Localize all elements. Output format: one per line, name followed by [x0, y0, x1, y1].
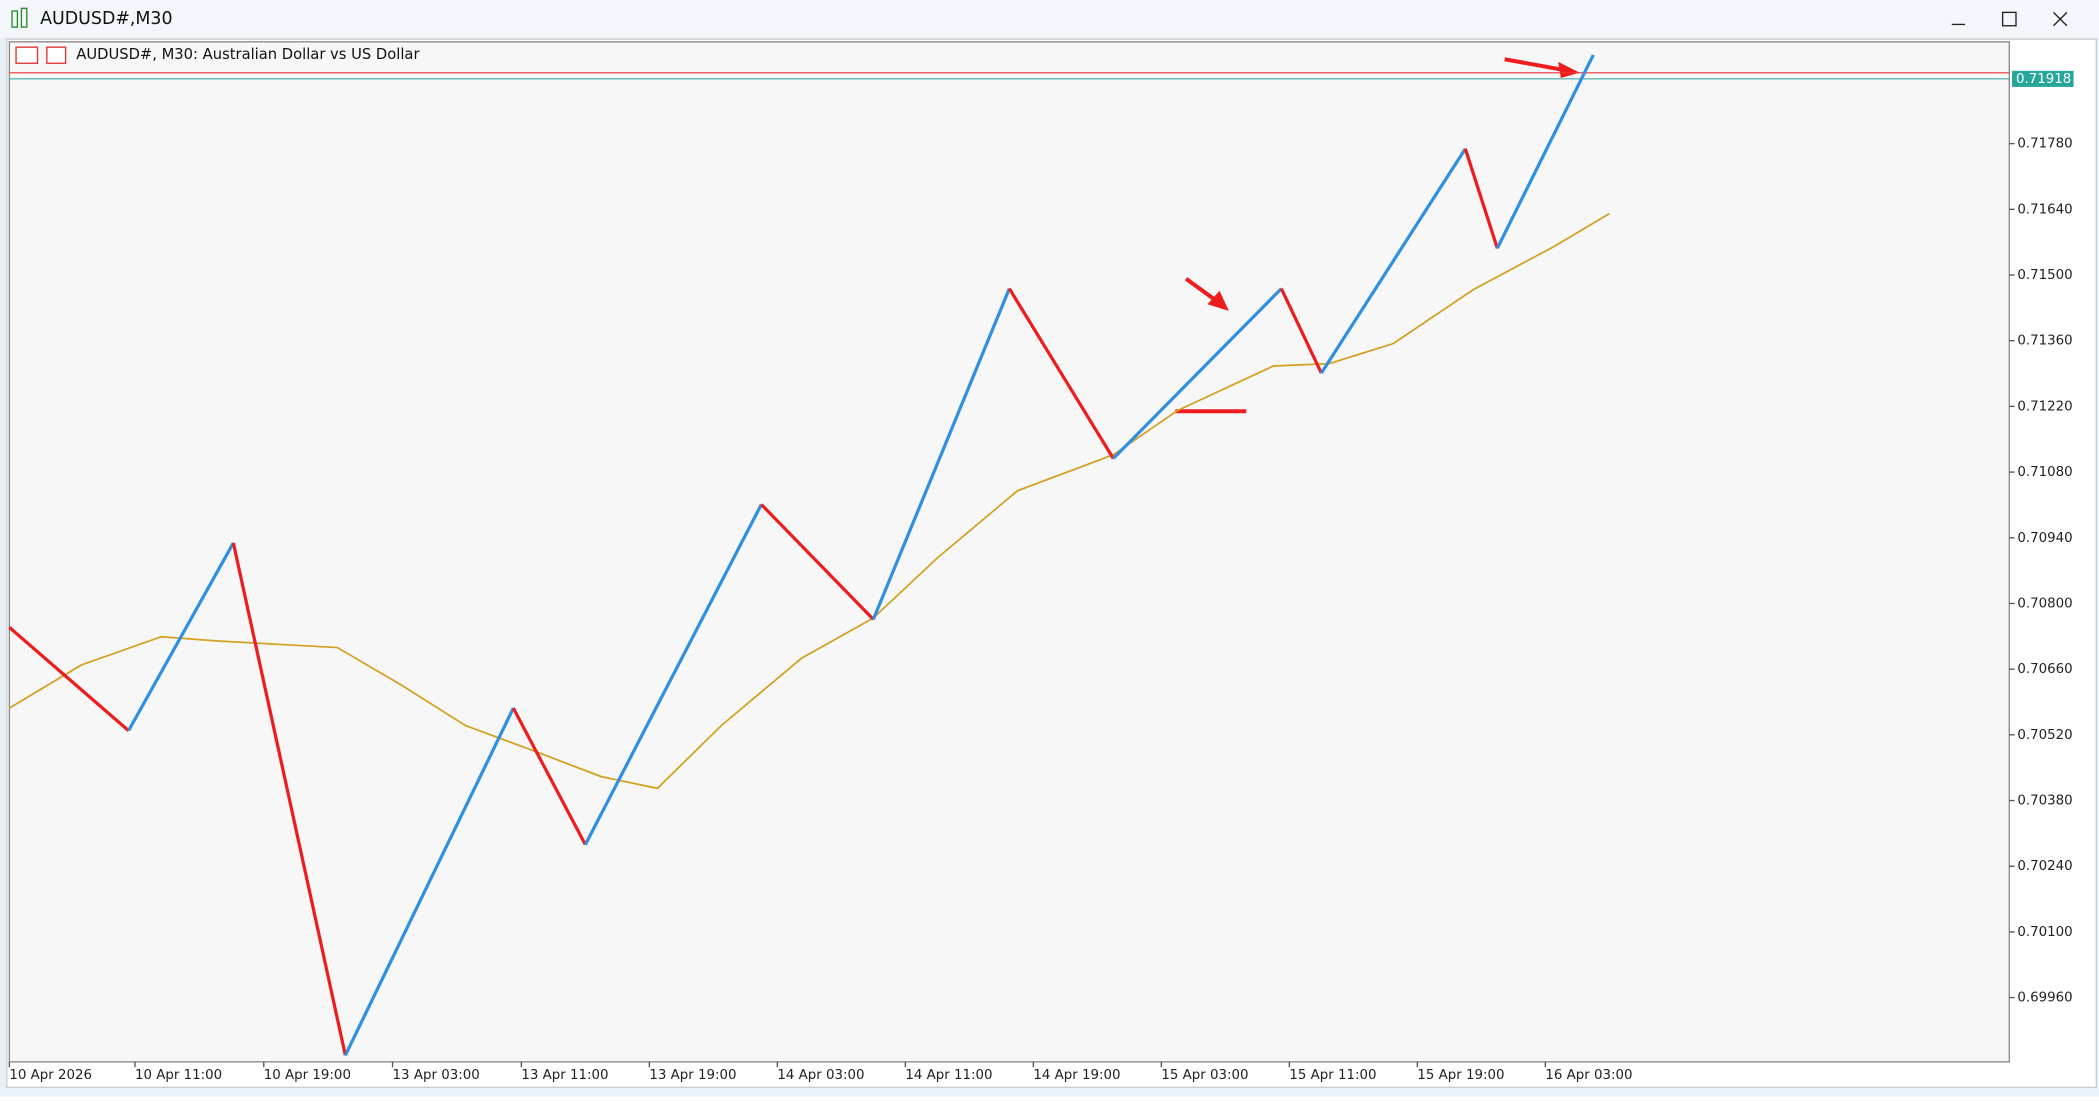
- annotations: [1175, 57, 1580, 414]
- x-tick-label: 10 Apr 19:00: [264, 1068, 351, 1083]
- moving-average: [8, 212, 1610, 790]
- chart-title: AUDUSD#, M30: Australian Dollar vs US Do…: [76, 46, 420, 63]
- zigzag-segment: [1279, 287, 1323, 374]
- y-tick-label: 0.70520: [2017, 728, 2072, 743]
- zigzag-segment: [1319, 147, 1467, 374]
- app-icon: [11, 7, 28, 28]
- x-tick-label: 15 Apr 11:00: [1289, 1068, 1376, 1083]
- y-tick-label: 0.71500: [2017, 268, 2072, 283]
- maximize-button[interactable]: [2001, 11, 2017, 27]
- y-tick-label: 0.69960: [2017, 991, 2072, 1006]
- x-tick-label: 14 Apr 11:00: [905, 1068, 992, 1083]
- zigzag-segment: [583, 503, 763, 846]
- zigzag-segment: [760, 503, 875, 621]
- zigzag-segment: [343, 707, 515, 1057]
- close-button[interactable]: [2053, 11, 2068, 27]
- window-title: AUDUSD#,M30: [40, 9, 172, 29]
- title-bar: [0, 0, 2099, 38]
- zigzag-segment: [1007, 287, 1115, 460]
- zigzag-segment: [127, 542, 235, 732]
- y-tick-label: 0.70940: [2017, 531, 2072, 546]
- zigzag-segment: [1495, 54, 1595, 249]
- price-label-bg: [2011, 70, 2074, 87]
- zigzag-segment: [8, 626, 130, 732]
- x-tick-label: 13 Apr 11:00: [521, 1068, 608, 1083]
- y-tick-label: 0.70380: [2017, 794, 2072, 809]
- x-tick-label: 14 Apr 19:00: [1033, 1068, 1120, 1083]
- y-tick-label: 0.70100: [2017, 925, 2072, 940]
- y-tick-label: 0.71360: [2017, 334, 2072, 349]
- x-tick-label: 10 Apr 2026: [9, 1068, 92, 1083]
- x-tick-label: 10 Apr 11:00: [135, 1068, 222, 1083]
- zigzag-segment: [871, 288, 1011, 621]
- chart-icons: [15, 46, 67, 64]
- y-tick-label: 0.70800: [2017, 596, 2072, 611]
- y-tick-label: 0.70240: [2017, 859, 2072, 874]
- y-tick-label: 0.70660: [2017, 662, 2072, 677]
- y-tick-label: 0.71780: [2017, 137, 2072, 152]
- zigzag-segment: [1463, 148, 1499, 249]
- x-tick-label: 13 Apr 19:00: [649, 1068, 736, 1083]
- y-tick-label: 0.71080: [2017, 465, 2072, 480]
- y-tick-label: 0.71220: [2017, 399, 2072, 414]
- x-tick-label: 14 Apr 03:00: [777, 1068, 864, 1083]
- x-tick-label: 16 Apr 03:00: [1545, 1068, 1632, 1083]
- zigzag-segment: [511, 707, 587, 846]
- price-label: 0.71918: [2016, 72, 2071, 87]
- zigzag-segment: [1112, 287, 1283, 460]
- x-tick-label: 13 Apr 03:00: [393, 1068, 480, 1083]
- x-tick-label: 15 Apr 03:00: [1161, 1068, 1248, 1083]
- plot-area: [8, 41, 2010, 1063]
- zigzag-segment: [231, 542, 347, 1056]
- y-tick-label: 0.71640: [2017, 202, 2072, 217]
- x-tick-label: 15 Apr 19:00: [1417, 1068, 1504, 1083]
